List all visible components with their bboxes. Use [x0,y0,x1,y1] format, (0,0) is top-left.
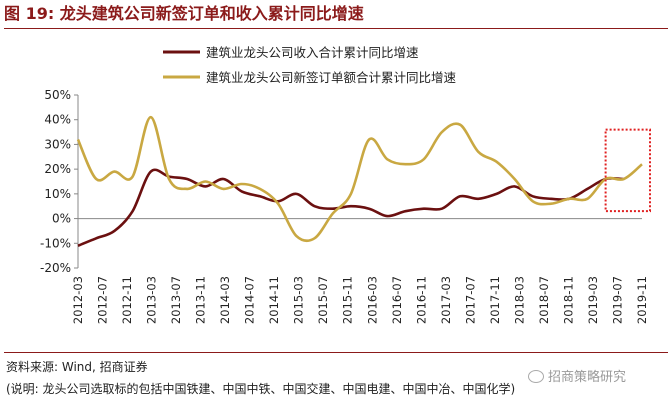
legend-label-orders: 建筑业龙头公司新签订单额合计累计同比增速 [206,70,457,85]
description-note: (说明: 龙头公司选取标的包括中国铁建、中国中铁、中国交建、中国电建、中国中冶、… [6,382,516,396]
x-tick-label: 2015-11 [341,276,355,324]
x-tick-label: 2017-03 [439,276,453,324]
axes [74,94,642,269]
y-tick-label: 40% [44,113,71,127]
series-line-income [77,168,624,247]
y-tick-label: -10% [40,236,71,250]
title-divider [4,28,668,29]
x-tick-label: 2016-07 [390,276,404,324]
x-tick-label: 2015-03 [292,276,306,324]
y-tick-label: 50% [44,88,71,102]
y-tick-labels: -20% -10% 0% 10% 20% 30% 40% 50% [40,88,71,275]
x-tick-label: 2018-11 [561,276,575,324]
watermark-text: 招商策略研究 [548,370,627,385]
x-tick-label: 2014-03 [218,276,232,324]
watermark: 招商策略研究 [528,366,626,385]
x-tick-label: 2019-03 [586,276,600,324]
x-tick-label: 2012-07 [96,276,110,324]
x-tick-label: 2012-03 [71,276,85,324]
source-note: 资料来源: Wind, 招商证券 [6,360,148,374]
line-chart: -20% -10% 0% 10% 20% 30% 40% 50% 2012-03 2012-07… [40,45,652,324]
x-tick-label: 2019-07 [610,276,624,324]
highlight-box [604,128,652,213]
x-tick-label: 2014-11 [267,276,281,324]
series-line-orders [76,115,643,243]
highlight-box-layer [604,128,652,213]
x-tick-label: 2012-11 [120,276,134,324]
y-tick-label: 0% [52,212,71,226]
x-tick-label: 2018-03 [512,276,526,324]
y-tick-label: 30% [44,137,71,151]
x-tick-label: 2013-11 [194,276,208,324]
x-tick-label: 2017-07 [463,276,477,324]
x-tick-label: 2014-07 [243,276,257,324]
y-tick-label: -20% [40,261,71,275]
y-tick-label: 10% [44,187,71,201]
figure-title: 图 19: 龙头建筑公司新签订单和收入累计同比增速 [4,4,364,23]
x-tick-labels: 2012-03 2012-07 2012-11 2013-03 2013-07 2013-… [71,276,649,324]
x-tick-label: 2019-11 [635,276,649,324]
legend: 建筑业龙头公司收入合计累计同比增速 建筑业龙头公司新签订单额合计累计同比增速 [163,45,457,85]
footer-divider [4,352,668,353]
x-tick-label: 2016-11 [414,276,428,324]
x-tick-label: 2018-07 [537,276,551,324]
x-tick-label: 2017-11 [488,276,502,324]
x-tick-label: 2015-07 [316,276,330,324]
x-tick-label: 2013-07 [169,276,183,324]
wechat-icon [528,370,544,383]
x-tick-label: 2013-03 [145,276,159,324]
series-lines [76,115,643,247]
y-tick-label: 20% [44,162,71,176]
x-tick-label: 2016-03 [365,276,379,324]
legend-label-income: 建筑业龙头公司收入合计累计同比增速 [206,45,419,60]
